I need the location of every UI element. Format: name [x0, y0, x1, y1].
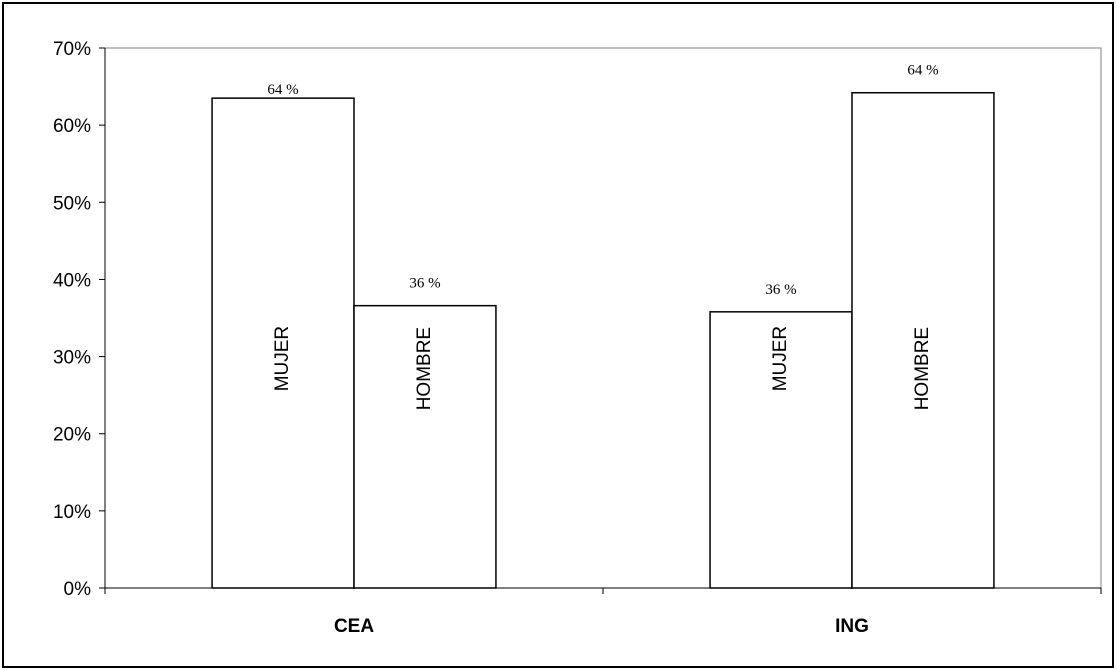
y-tick-label: 50% — [53, 193, 91, 214]
bar-inner-label: HOMBRE — [912, 327, 933, 410]
axes-layer — [99, 47, 1102, 594]
bar-inner-label: MUJER — [770, 326, 791, 391]
bar-data-label: 64 % — [907, 63, 938, 79]
x-category-label: CEA — [334, 616, 374, 637]
bar — [353, 304, 497, 589]
y-tick-label: 30% — [53, 348, 91, 369]
y-tick-label: 70% — [53, 39, 91, 60]
labels-layer: 0% 10% 20% 30% 40% 50% 60% 70% CEA 64 % MUJER 36 % H… — [53, 39, 939, 637]
y-tick-label: 60% — [53, 116, 91, 137]
bar-data-label: 36 % — [765, 282, 796, 298]
y-tick-label: 40% — [53, 270, 91, 291]
y-tick-label: 10% — [53, 502, 91, 523]
bar-data-label: 36 % — [409, 276, 440, 292]
bar-inner-label: MUJER — [272, 326, 293, 391]
bar — [211, 97, 355, 589]
bar — [709, 311, 853, 589]
y-tick-label: 0% — [64, 579, 92, 600]
y-tick-label: 20% — [53, 425, 91, 446]
bar-inner-label: HOMBRE — [414, 327, 435, 410]
bar-data-label: 64 % — [267, 82, 298, 98]
x-category-label: ING — [835, 616, 869, 637]
